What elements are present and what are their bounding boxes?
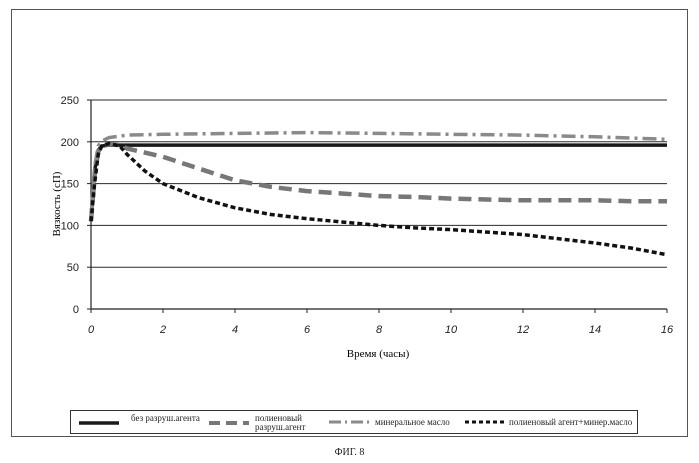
legend-swatch bbox=[209, 421, 249, 425]
viscosity-chart: 0 50 100 150 200 250 0 2 4 6 8 10 12 14 16 Время (часы… bbox=[51, 95, 674, 360]
y-axis-label: Вязкость (сП) bbox=[51, 171, 63, 236]
x-tick-label: 4 bbox=[232, 324, 238, 336]
legend-label: минеральное масло bbox=[375, 417, 450, 427]
legend-label: полиеновый разруш.агент bbox=[255, 413, 306, 432]
legend-item: минеральное масло bbox=[327, 411, 477, 433]
x-tick-label: 2 bbox=[159, 324, 166, 336]
x-tick-label: 12 bbox=[517, 324, 529, 336]
legend: без разруш.агента полиеновый разруш.аген… bbox=[70, 410, 638, 434]
gridlines bbox=[91, 99, 667, 268]
x-axis-label: Время (часы) bbox=[347, 348, 410, 360]
legend-item: полиеновый агент+минер.масло bbox=[463, 411, 638, 433]
legend-item: без разруш.агента bbox=[77, 411, 207, 433]
series-line-4 bbox=[89, 141, 668, 257]
legend-swatch bbox=[329, 420, 369, 424]
tick-labels: 0 50 100 150 200 250 0 2 4 6 8 10 12 14 16 bbox=[61, 95, 674, 336]
y-tick-label: 150 bbox=[61, 179, 79, 191]
series-line-2 bbox=[88, 142, 667, 222]
x-tick-label: 10 bbox=[445, 324, 458, 336]
y-tick-label: 200 bbox=[61, 137, 79, 149]
legend-swatch bbox=[465, 420, 505, 424]
y-tick-label: 0 bbox=[73, 304, 79, 316]
legend-label: без разруш.агента bbox=[131, 413, 200, 423]
y-tick-label: 50 bbox=[67, 262, 79, 274]
x-tick-label: 16 bbox=[661, 324, 674, 336]
y-tick-label: 100 bbox=[61, 220, 79, 232]
y-tick-label: 250 bbox=[61, 95, 79, 107]
series-lines bbox=[88, 130, 668, 257]
x-tick-label: 6 bbox=[304, 324, 311, 336]
x-tick-label: 0 bbox=[88, 324, 95, 336]
x-tick-label: 8 bbox=[376, 324, 383, 336]
series-line-3 bbox=[89, 130, 668, 219]
legend-label: полиеновый агент+минер.масло bbox=[509, 417, 633, 427]
legend-swatch bbox=[79, 421, 119, 425]
x-tick-label: 14 bbox=[589, 324, 601, 336]
legend-item: полиеновый разруш.агент bbox=[207, 411, 347, 433]
figure-caption: ФИГ. 8 bbox=[334, 447, 365, 458]
